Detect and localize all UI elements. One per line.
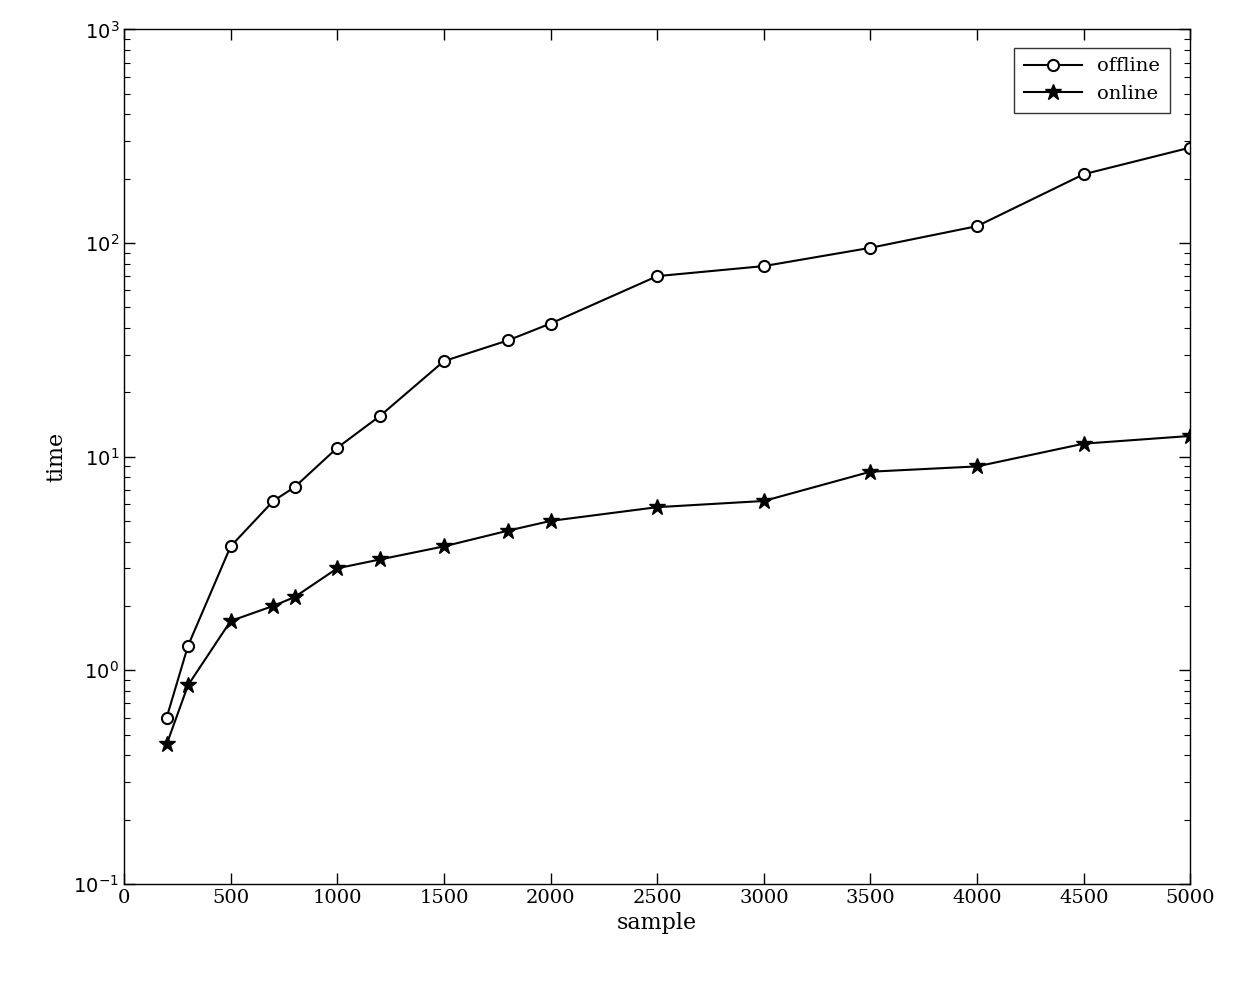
online: [650, 501, 665, 513]
online: [756, 495, 771, 507]
online: [1076, 438, 1091, 450]
offline: [970, 220, 985, 232]
offline: [756, 260, 771, 272]
offline: [372, 410, 387, 422]
online: [288, 591, 303, 603]
online: [863, 465, 878, 477]
offline: [288, 481, 303, 493]
offline: [1076, 168, 1091, 180]
Legend: offline, online: offline, online: [1014, 48, 1171, 113]
online: [372, 554, 387, 566]
offline: [863, 242, 878, 253]
online: [970, 461, 985, 472]
online: [501, 524, 516, 536]
offline: [159, 712, 174, 724]
offline: [436, 355, 451, 367]
offline: [330, 442, 345, 454]
online: [436, 540, 451, 552]
X-axis label: sample: sample: [618, 912, 697, 934]
online: [265, 600, 280, 612]
offline: [181, 640, 196, 652]
offline: [265, 495, 280, 507]
Line: offline: offline: [161, 142, 1195, 723]
Line: online: online: [159, 427, 1199, 752]
online: [330, 563, 345, 574]
Y-axis label: time: time: [46, 431, 68, 482]
online: [159, 738, 174, 750]
offline: [501, 335, 516, 347]
offline: [1183, 141, 1198, 153]
online: [1183, 430, 1198, 442]
online: [223, 615, 238, 627]
offline: [223, 540, 238, 552]
offline: [543, 317, 558, 329]
online: [543, 515, 558, 526]
offline: [650, 270, 665, 282]
online: [181, 680, 196, 691]
